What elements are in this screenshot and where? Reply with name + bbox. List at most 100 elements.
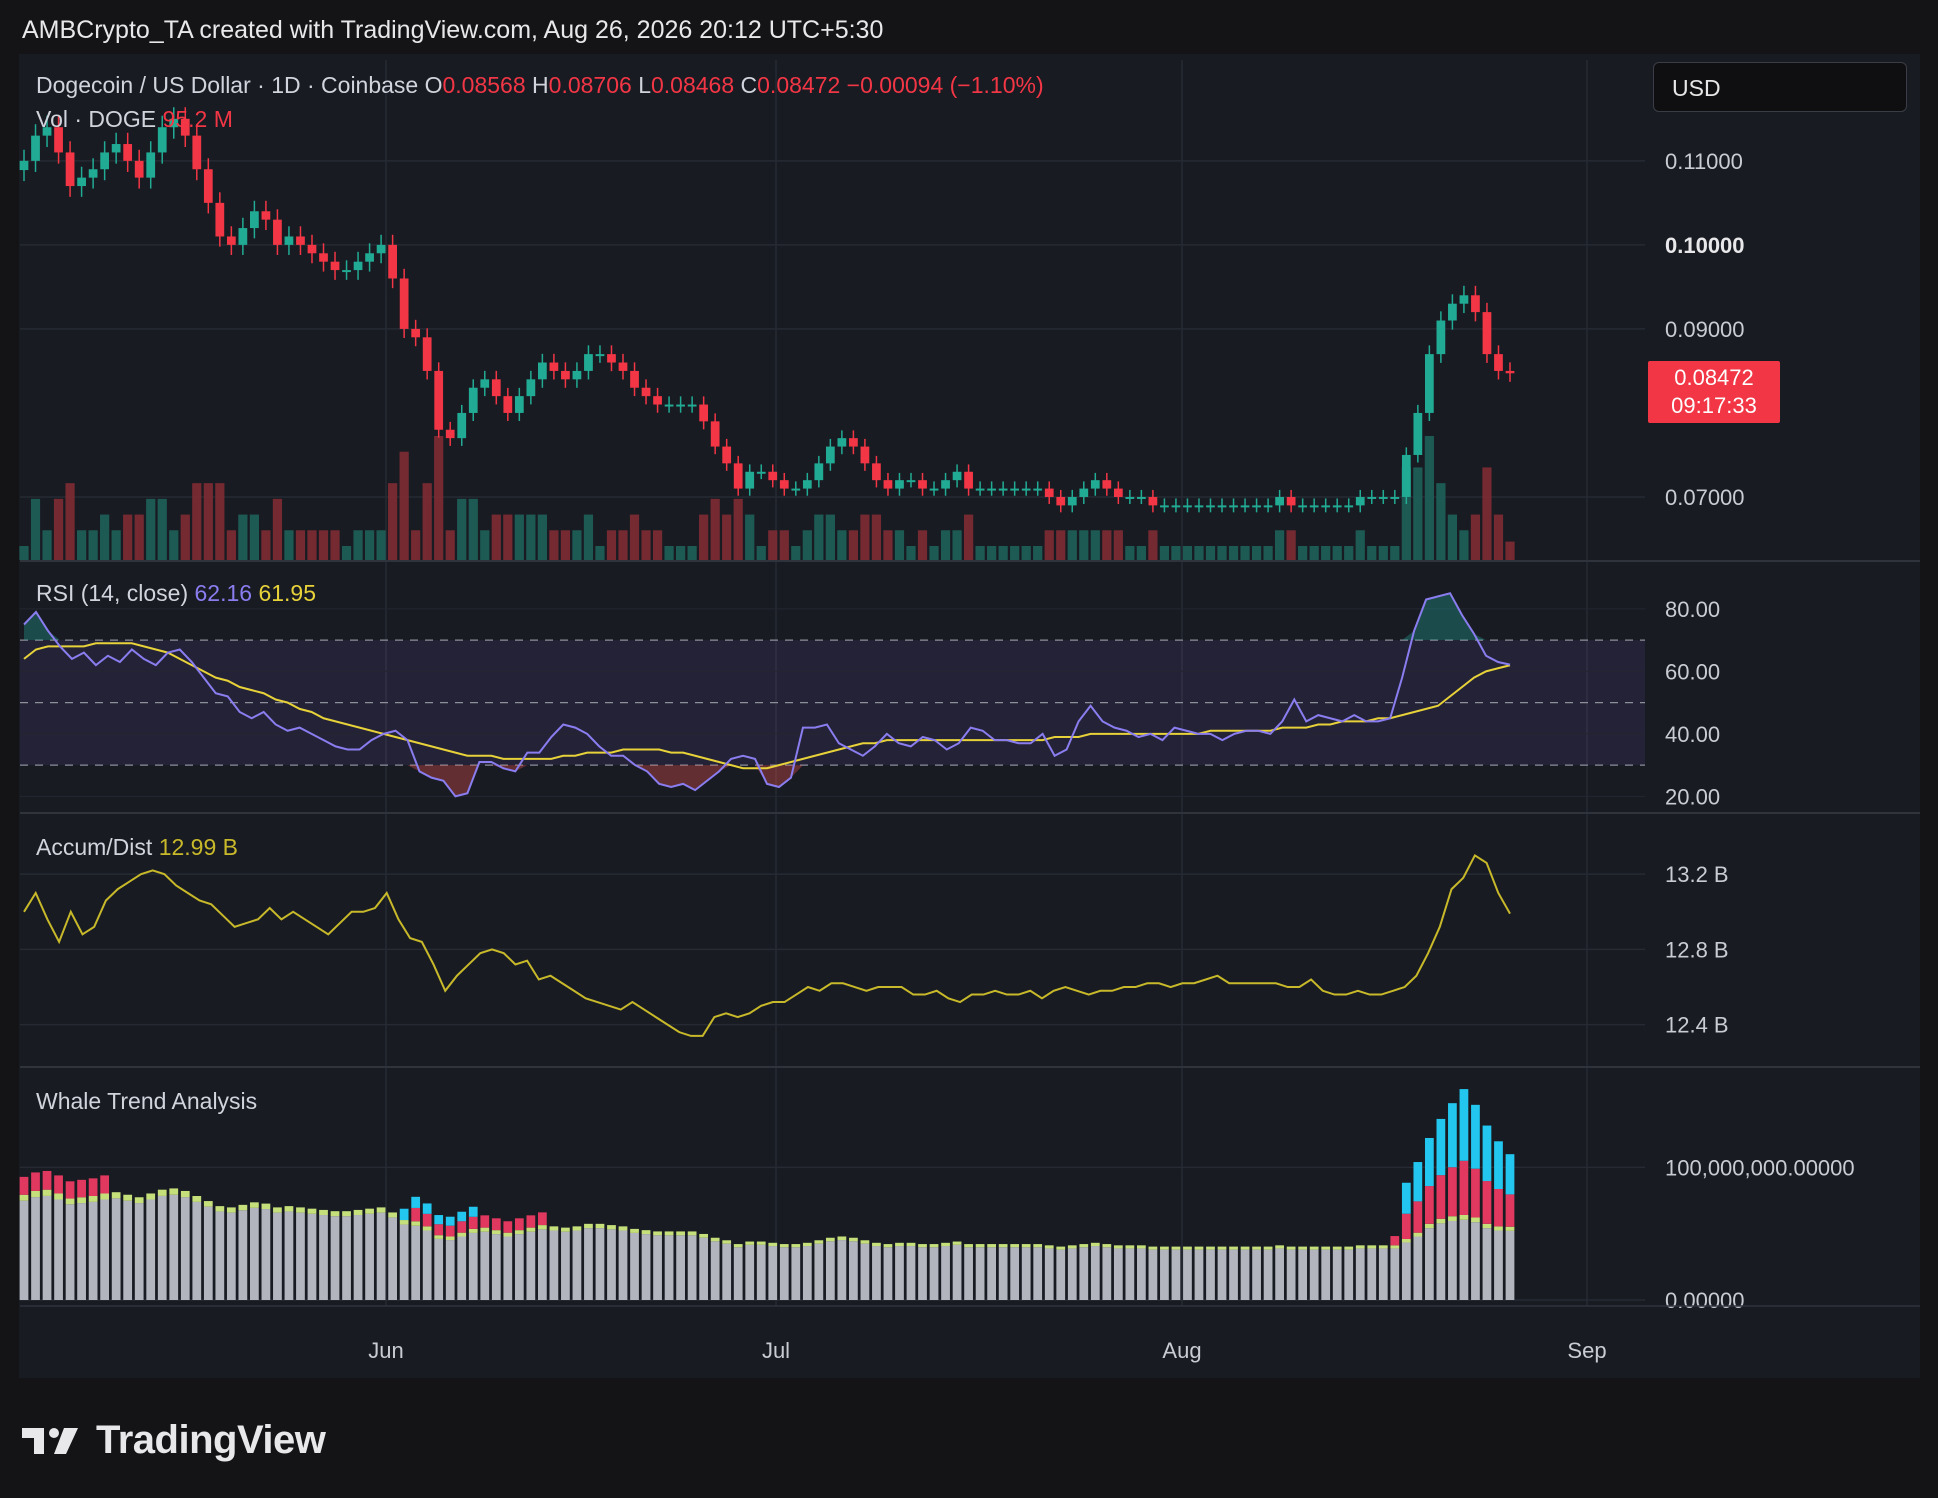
candle-body [1344, 505, 1354, 508]
whale-bar-segment [802, 1246, 812, 1300]
volume-bar [1113, 530, 1123, 560]
whale-bar-segment [261, 1209, 271, 1300]
volume-bar [894, 530, 905, 560]
ad-label[interactable]: Accum/Dist [36, 834, 153, 860]
ad-value: 12.99 B [158, 834, 238, 860]
volume-bar [399, 451, 409, 560]
whale-bar-segment [1401, 1182, 1411, 1214]
whale-bar-segment [157, 1195, 167, 1300]
volume-bar [860, 514, 870, 560]
whale-bar-segment [1033, 1247, 1043, 1300]
whale-bar-segment [411, 1196, 421, 1208]
whale-bar-segment [584, 1228, 593, 1300]
whale-bar-segment [468, 1228, 478, 1233]
whale-bar-segment [77, 1179, 86, 1198]
whale-bar-segment [526, 1227, 536, 1232]
whale-bar-segment [779, 1244, 789, 1248]
candle-body [1229, 505, 1238, 508]
whale-bar-segment [941, 1242, 950, 1247]
whale-bar-segment [1413, 1162, 1423, 1202]
volume-bar [1136, 546, 1146, 560]
candle-body [618, 362, 628, 371]
candle-body [134, 160, 144, 178]
whale-bar-segment [503, 1232, 513, 1237]
volume-bar [583, 514, 594, 560]
whale-bar-segment [434, 1224, 444, 1236]
x-axis-label: Aug [1162, 1338, 1201, 1363]
candle-body [65, 152, 75, 187]
whale-bar-segment [676, 1231, 685, 1236]
whale-bar-segment [1010, 1247, 1020, 1300]
whale-bar-segment [998, 1247, 1008, 1300]
whale-bar-segment [687, 1235, 697, 1300]
volume-bar [480, 530, 490, 560]
candle-body [42, 127, 52, 136]
volume-bar [249, 514, 259, 560]
whale-bar-segment [1194, 1246, 1204, 1250]
volume-bar [180, 514, 190, 560]
whale-bar-segment [411, 1225, 421, 1300]
whale-bar-segment [756, 1244, 766, 1300]
whale-bar-segment [284, 1211, 294, 1300]
volume-bar [1010, 546, 1020, 560]
low-value: 0.08468 [650, 72, 735, 98]
whale-bar-segment [100, 1199, 110, 1300]
candle-body [687, 404, 697, 407]
whale-bar-segment [1309, 1249, 1319, 1300]
whale-bar-segment [1021, 1244, 1031, 1248]
candle-body [1367, 496, 1377, 499]
whale-bar-segment [376, 1212, 386, 1300]
whale-bar-segment [468, 1206, 478, 1217]
volume-bar [341, 546, 352, 560]
whale-label[interactable]: Whale Trend Analysis [36, 1088, 258, 1114]
whale-bar-segment [31, 1197, 40, 1300]
whale-bar-segment [872, 1246, 881, 1300]
whale-bar-segment [526, 1231, 536, 1300]
volume-bar [1459, 530, 1469, 560]
candle-body [77, 177, 86, 187]
whale-bar-segment [54, 1175, 63, 1194]
candle-body [745, 471, 755, 489]
whale-bar-segment [1471, 1222, 1480, 1300]
whale-bar-segment [514, 1234, 524, 1300]
volume-bar [1275, 530, 1285, 560]
whale-bar-segment [964, 1244, 973, 1248]
whale-bar-segment [699, 1233, 709, 1238]
volume-label[interactable]: Vol · DOGE [36, 106, 157, 132]
whale-bar-segment [929, 1244, 939, 1248]
whale-bar-segment [457, 1221, 467, 1233]
volume-bar [169, 530, 179, 560]
whale-bar-segment [975, 1244, 985, 1248]
candle-body [146, 152, 156, 178]
whale-bar-segment [1021, 1247, 1031, 1300]
volume-bar [745, 514, 755, 560]
whale-bar-segment [849, 1237, 858, 1242]
volume-bar [1205, 546, 1216, 560]
volume-bar [238, 514, 248, 560]
volume-bar [295, 530, 306, 560]
whale-bar-segment [146, 1199, 156, 1300]
candle-body [1240, 505, 1250, 508]
whale-bar-segment [1160, 1246, 1169, 1250]
whale-bar-segment [664, 1235, 674, 1300]
currency-selector[interactable]: USD [1653, 62, 1907, 112]
whale-bar-segment [537, 1229, 547, 1300]
whale-bar-segment [503, 1221, 513, 1233]
candle-body [906, 480, 916, 483]
tradingview-logo[interactable]: TradingView [22, 1418, 326, 1463]
whale-bar-segment [250, 1202, 259, 1208]
candle-body [1183, 505, 1192, 508]
price-axis-label: 0.10000 [1665, 233, 1745, 258]
whale-bar-segment [1309, 1246, 1319, 1250]
candle-body [19, 160, 29, 171]
candle-body [250, 211, 259, 229]
tradingview-logo-icon [22, 1427, 78, 1454]
candle-body [998, 488, 1008, 491]
symbol-label[interactable]: Dogecoin / US Dollar · 1D · Coinbase [36, 72, 419, 98]
candle-body [123, 144, 133, 161]
rsi-label[interactable]: RSI (14, close) [36, 580, 189, 606]
whale-bar-segment [1413, 1232, 1423, 1237]
candle-body [273, 219, 282, 245]
volume-bar [111, 530, 121, 560]
